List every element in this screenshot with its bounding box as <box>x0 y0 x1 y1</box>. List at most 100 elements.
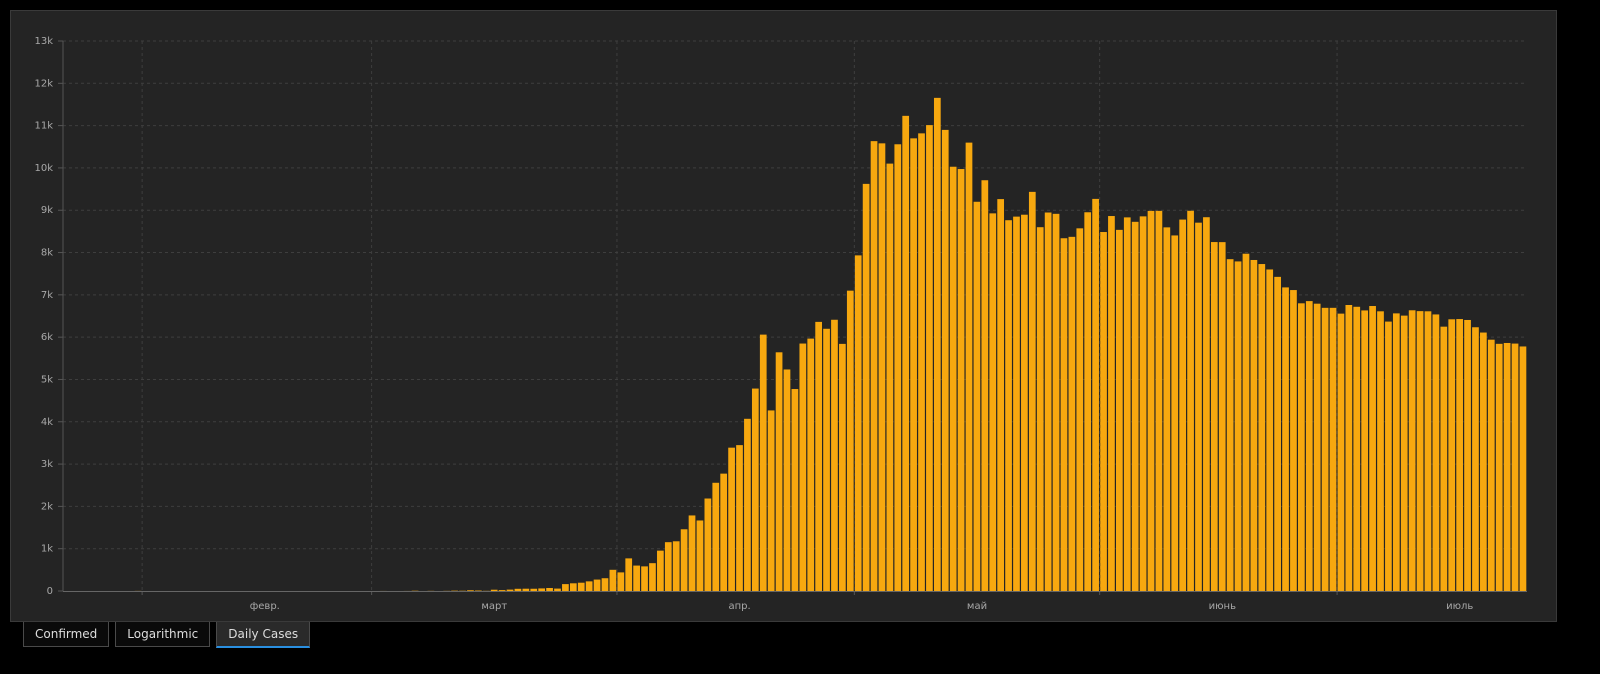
bar <box>1329 307 1337 591</box>
y-tick-label: 13k <box>34 36 53 47</box>
bar <box>609 569 617 591</box>
bar <box>926 125 933 591</box>
y-tick-label: 8k <box>41 248 53 259</box>
bar <box>1290 290 1297 591</box>
bar <box>783 369 791 591</box>
bar <box>649 563 656 591</box>
bar <box>823 328 830 591</box>
bar <box>831 319 838 591</box>
tab-button[interactable]: Logarithmic <box>115 622 211 647</box>
x-tick-label: февр. <box>250 601 280 612</box>
bar <box>641 566 648 591</box>
bar <box>522 588 530 591</box>
bar <box>910 138 917 591</box>
bar <box>1392 313 1400 591</box>
bar <box>617 572 625 591</box>
x-tick-label: июль <box>1446 601 1473 612</box>
bar <box>886 163 894 591</box>
bar <box>744 418 751 591</box>
bar <box>1424 311 1432 591</box>
bar <box>791 389 799 591</box>
bar <box>1480 332 1487 591</box>
bar <box>1076 228 1084 592</box>
bar <box>1242 253 1250 591</box>
bar <box>467 590 474 591</box>
bar <box>1028 191 1036 591</box>
bar <box>1187 210 1194 591</box>
bar <box>1464 319 1471 591</box>
bar <box>1210 242 1218 592</box>
bar <box>577 582 585 591</box>
bar <box>538 588 546 591</box>
bar <box>1068 236 1076 592</box>
bar <box>1021 214 1028 591</box>
bar <box>514 588 522 591</box>
y-tick-label: 12k <box>34 78 53 89</box>
bar <box>767 410 775 591</box>
bar <box>1345 305 1353 591</box>
bar <box>1218 242 1226 591</box>
bar <box>1305 301 1313 591</box>
bar <box>1084 212 1092 591</box>
bar <box>973 201 981 591</box>
bar <box>1013 216 1020 591</box>
y-tick-label: 10k <box>34 163 53 174</box>
bar <box>918 133 925 591</box>
bar <box>1377 311 1384 591</box>
y-tick-label: 11k <box>34 121 53 132</box>
bar <box>1060 238 1068 591</box>
bar <box>1313 303 1321 591</box>
bar <box>1155 210 1163 591</box>
bar <box>1385 321 1392 591</box>
bar <box>1250 259 1258 591</box>
bar <box>1353 306 1361 591</box>
y-tick-label: 1k <box>41 544 53 555</box>
bar <box>569 583 577 591</box>
bar <box>1321 307 1329 591</box>
tab-button[interactable]: Confirmed <box>23 622 110 647</box>
bar <box>1337 313 1345 591</box>
bar <box>759 334 767 591</box>
bar <box>1495 343 1503 591</box>
bar <box>720 473 728 591</box>
button-bar: Confirmed Logarithmic Daily Cases <box>23 622 311 648</box>
bar <box>1163 227 1171 591</box>
x-tick-label: май <box>967 601 987 612</box>
bar <box>1519 346 1527 591</box>
bar <box>712 482 720 591</box>
bar <box>1195 222 1202 591</box>
bar <box>1005 220 1012 591</box>
bar <box>1036 227 1044 591</box>
x-tick-label: июнь <box>1209 601 1236 612</box>
bar <box>1226 259 1234 591</box>
bar <box>862 183 870 591</box>
bar <box>1044 212 1052 591</box>
bar <box>1171 235 1179 591</box>
y-tick-label: 9k <box>41 205 53 216</box>
bar <box>1123 217 1131 591</box>
chart: 0 1k 2k 3k 4k 5k 6k 7k 8k 9k 10k 11k 12k 13k февр. март… <box>10 10 1557 622</box>
bar <box>1234 261 1242 591</box>
bar <box>933 97 941 591</box>
bar <box>1440 326 1448 591</box>
bar <box>815 321 822 591</box>
bar <box>1147 210 1155 591</box>
bar <box>1100 232 1107 591</box>
bar <box>846 290 854 591</box>
bar <box>1400 315 1408 591</box>
bar <box>1448 319 1456 591</box>
bar <box>902 115 910 591</box>
bar <box>593 579 601 591</box>
bar <box>490 589 498 591</box>
bar <box>965 142 973 591</box>
bar <box>1472 327 1479 591</box>
tab-button[interactable]: Daily Cases <box>216 622 311 648</box>
bar <box>1456 319 1463 591</box>
bar <box>997 199 1005 591</box>
bar <box>736 445 743 591</box>
bar <box>775 352 783 591</box>
bar <box>1266 269 1274 591</box>
bar <box>1416 311 1424 591</box>
bar <box>981 180 989 591</box>
bar <box>1369 306 1376 591</box>
